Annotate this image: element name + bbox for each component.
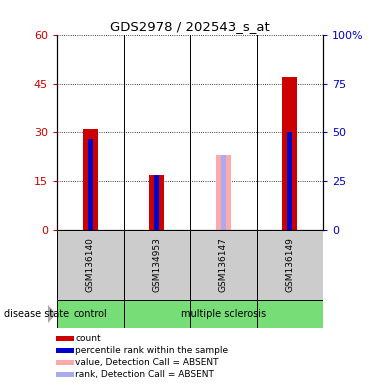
Bar — [216, 156, 231, 230]
Text: disease state: disease state — [4, 309, 69, 319]
Text: GSM136147: GSM136147 — [219, 238, 228, 292]
Text: GSM136140: GSM136140 — [86, 238, 95, 292]
Text: percentile rank within the sample: percentile rank within the sample — [75, 346, 228, 355]
Bar — [282, 77, 297, 230]
Bar — [56, 348, 74, 353]
Polygon shape — [48, 305, 55, 323]
Bar — [57, 300, 124, 328]
Bar — [56, 360, 74, 365]
Text: multiple sclerosis: multiple sclerosis — [180, 309, 266, 319]
Bar — [256, 300, 323, 328]
Bar — [190, 230, 256, 300]
Bar — [221, 156, 226, 230]
Bar — [124, 300, 190, 328]
Text: control: control — [73, 309, 107, 319]
Bar — [56, 372, 74, 377]
Bar — [287, 132, 292, 230]
Bar — [190, 300, 256, 328]
Bar — [124, 230, 190, 300]
Bar — [83, 129, 98, 230]
Text: value, Detection Call = ABSENT: value, Detection Call = ABSENT — [75, 358, 219, 367]
Text: GSM136149: GSM136149 — [285, 238, 294, 292]
Bar — [56, 336, 74, 341]
Bar — [57, 230, 124, 300]
Text: GSM134953: GSM134953 — [152, 238, 161, 292]
Bar — [256, 230, 323, 300]
Bar — [154, 175, 159, 230]
Text: rank, Detection Call = ABSENT: rank, Detection Call = ABSENT — [75, 370, 214, 379]
Bar — [149, 175, 164, 230]
Text: count: count — [75, 334, 101, 343]
Bar — [88, 139, 93, 230]
Title: GDS2978 / 202543_s_at: GDS2978 / 202543_s_at — [110, 20, 270, 33]
